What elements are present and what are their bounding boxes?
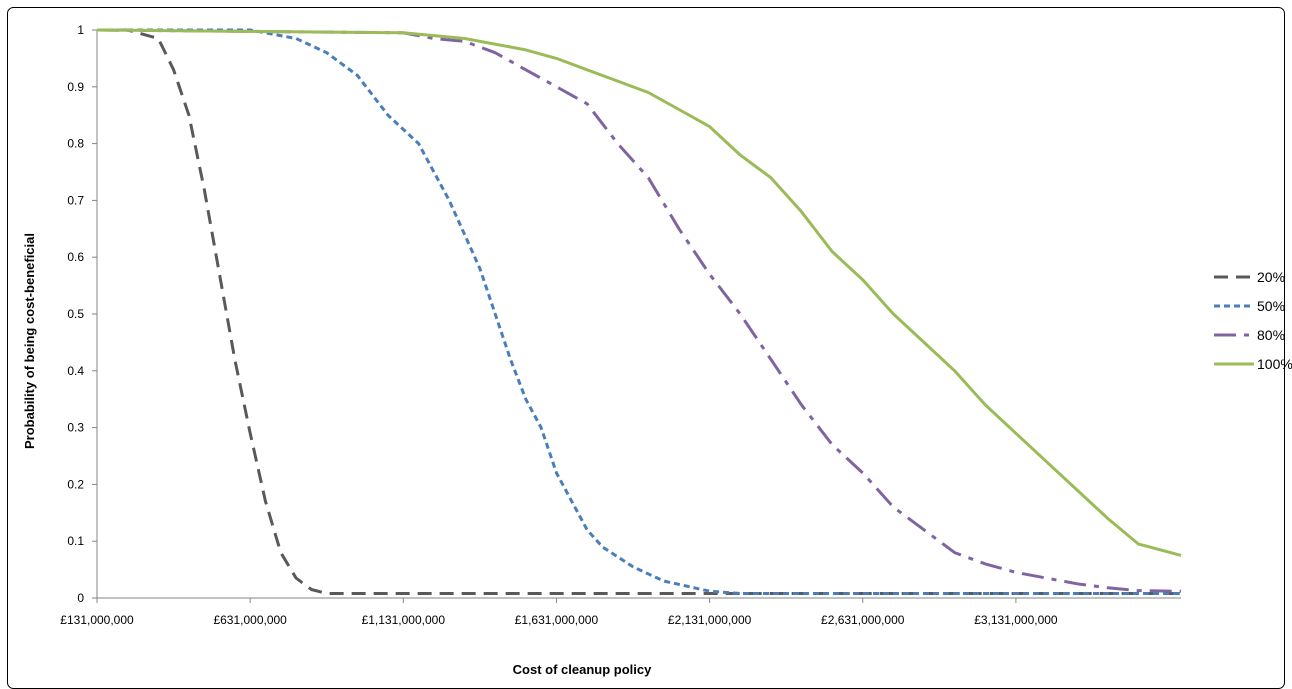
legend-label: 80% — [1257, 327, 1285, 343]
x-tick-label: £3,131,000,000 — [974, 613, 1058, 627]
chart-frame — [7, 7, 1285, 689]
series-line-20pct — [97, 28, 1181, 595]
series-lines — [96, 28, 1182, 595]
legend-label: 50% — [1257, 298, 1285, 314]
series-line-80pct — [96, 28, 1182, 593]
legend-label: 100% — [1257, 356, 1292, 372]
x-tick-label: £2,131,000,000 — [668, 613, 752, 627]
series-line-100pct — [96, 28, 1182, 557]
y-axis-title: Probability of being cost-beneficial — [22, 233, 37, 449]
x-tick-label: £2,631,000,000 — [821, 613, 905, 627]
y-tick-label: 0.1 — [67, 534, 84, 548]
axes: 0 0.1 0.2 0.3 0.4 0.5 0.6 0.7 0.8 0.9 1 £131,000,00… — [60, 23, 1181, 627]
y-tick-label: 0 — [77, 591, 84, 605]
y-tick-label: 0.5 — [67, 307, 84, 321]
legend-label: 20% — [1257, 269, 1285, 285]
y-tick-label: 0.4 — [67, 364, 84, 378]
x-tick-label: £631,000,000 — [213, 613, 287, 627]
x-axis-title: Cost of cleanup policy — [513, 662, 652, 677]
y-tick-label: 0.7 — [67, 193, 84, 207]
x-tick-label: £1,631,000,000 — [515, 613, 599, 627]
series-line-50pct — [97, 28, 1181, 595]
legend: 20% 50% 80% 100% — [1214, 269, 1292, 372]
x-tick-label: £131,000,000 — [60, 613, 134, 627]
y-tick-label: 1 — [77, 23, 84, 37]
y-tick-label: 0.6 — [67, 250, 84, 264]
y-tick-label: 0.8 — [67, 137, 84, 151]
y-tick-label: 0.9 — [67, 80, 84, 94]
y-tick-label: 0.3 — [67, 421, 84, 435]
y-tick-label: 0.2 — [67, 477, 84, 491]
x-tick-label: £1,131,000,000 — [362, 613, 446, 627]
